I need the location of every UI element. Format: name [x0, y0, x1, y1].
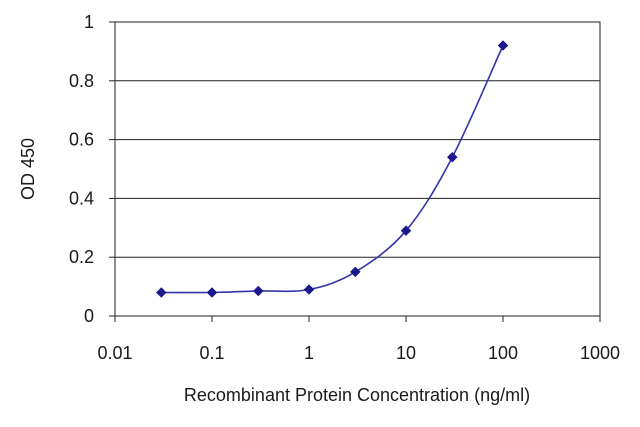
y-axis: 0 0.2 0.4 0.6 0.8 1 — [69, 12, 115, 326]
y-tick-label: 1 — [84, 12, 94, 32]
x-axis-title: Recombinant Protein Concentration (ng/ml… — [184, 385, 530, 405]
data-point-marker — [303, 284, 315, 295]
y-axis-title: OD 450 — [18, 138, 38, 200]
data-points — [155, 40, 509, 298]
data-point-marker — [446, 151, 458, 163]
data-point-marker — [349, 266, 361, 278]
x-tick-label: 10 — [396, 343, 416, 363]
y-tick-label: 0.8 — [69, 71, 94, 91]
gridlines — [115, 80, 600, 258]
x-tick-label: 1000 — [580, 343, 620, 363]
data-point-marker — [400, 225, 412, 237]
y-tick-label: 0.2 — [69, 247, 94, 267]
x-tick-label: 1 — [304, 343, 314, 363]
x-tick-label: 0.01 — [97, 343, 132, 363]
y-tick-label: 0 — [84, 306, 94, 326]
y-tick-label: 0.4 — [69, 188, 94, 208]
data-point-marker — [206, 287, 218, 298]
plot-area — [114, 21, 601, 317]
data-point-marker — [155, 287, 167, 298]
x-tick-label: 0.1 — [199, 343, 224, 363]
x-tick-label: 100 — [488, 343, 518, 363]
data-point-marker — [252, 285, 264, 297]
y-tick-label: 0.6 — [69, 130, 94, 150]
data-point-marker — [497, 40, 509, 51]
x-axis: 0.01 0.1 1 10 100 1000 — [97, 316, 620, 363]
